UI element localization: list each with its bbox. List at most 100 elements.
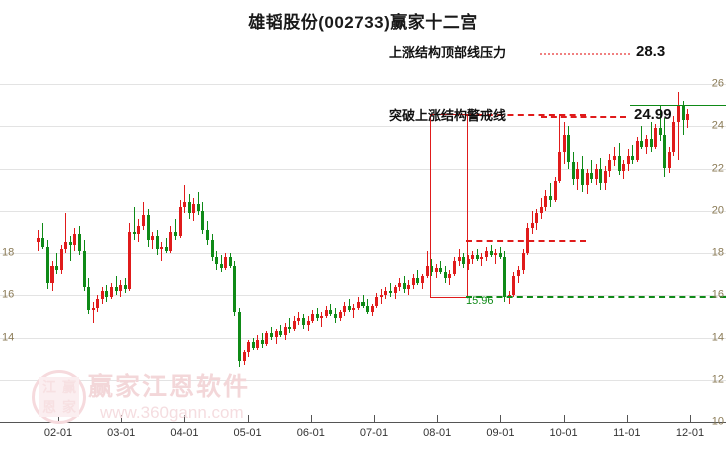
- x-axis-label: 05-01: [233, 427, 262, 439]
- candle-body: [471, 255, 475, 260]
- support-line: [466, 296, 726, 299]
- candle-body: [512, 276, 516, 296]
- candle-body: [613, 155, 617, 161]
- candle-body: [594, 168, 598, 180]
- gridline: [0, 337, 726, 339]
- candle-body: [141, 214, 145, 226]
- candle-body: [187, 202, 191, 213]
- candle-wick: [197, 191, 199, 215]
- candle-body: [599, 168, 603, 184]
- candle-body: [407, 284, 411, 289]
- candle-wick: [161, 242, 163, 262]
- candle-body: [494, 253, 498, 256]
- candle-body: [576, 168, 580, 180]
- x-axis-tick: [437, 415, 439, 423]
- candle-wick: [550, 183, 551, 207]
- candle-body: [87, 286, 91, 311]
- candle-body: [457, 257, 461, 262]
- top-pressure-label: 上涨结构顶部线压力: [389, 45, 507, 60]
- candle-body: [247, 341, 251, 353]
- x-axis-label: 12-01: [675, 427, 705, 439]
- candle-body: [402, 282, 406, 289]
- candle-body: [640, 141, 644, 148]
- candle-body: [109, 286, 113, 298]
- candle-body: [306, 320, 310, 325]
- gridline: [0, 126, 726, 128]
- candle-body: [164, 246, 168, 251]
- candle-body: [585, 172, 589, 186]
- y-axis-label: 26: [711, 77, 724, 90]
- plot-area: [0, 62, 726, 423]
- candle-body: [251, 341, 255, 349]
- candle-body: [370, 305, 374, 313]
- candle-body: [270, 333, 274, 338]
- structure-box: [430, 113, 468, 299]
- candle-wick: [133, 206, 135, 241]
- candle-wick: [678, 92, 680, 161]
- candle-body: [114, 286, 118, 292]
- candle-body: [645, 138, 649, 148]
- candle-body: [183, 202, 187, 207]
- candle-body: [590, 172, 594, 180]
- candle-body: [151, 236, 155, 241]
- candle-body: [315, 314, 319, 319]
- candle-body: [388, 291, 392, 294]
- x-axis-tick: [500, 415, 502, 423]
- y-axis-label: 22: [711, 162, 724, 174]
- candle-wick: [458, 248, 460, 266]
- candle-body: [631, 155, 635, 161]
- candle-body: [361, 301, 365, 306]
- candle-body: [55, 265, 59, 270]
- candle-body: [279, 331, 283, 336]
- candle-body: [146, 214, 150, 241]
- candle-body: [439, 267, 443, 272]
- candle-wick: [591, 160, 593, 184]
- candle-wick: [220, 255, 222, 272]
- candle-body: [260, 339, 264, 344]
- candle-wick: [440, 261, 442, 275]
- candle-body: [516, 269, 520, 277]
- candle-body: [196, 204, 200, 211]
- candle-wick: [56, 253, 58, 275]
- candle-wick: [426, 250, 428, 279]
- x-axis-tick: [374, 415, 375, 423]
- candle-body: [366, 305, 370, 313]
- watermark-seal-char: 家: [59, 397, 79, 417]
- candle-wick: [476, 248, 478, 262]
- candle-body: [558, 151, 562, 182]
- candle-body: [100, 291, 104, 300]
- x-axis-label: 10-01: [549, 427, 578, 439]
- candle-body: [41, 238, 45, 247]
- candle-body: [635, 141, 639, 161]
- candle-wick: [389, 282, 391, 298]
- candle-body: [443, 272, 447, 279]
- candle-body: [539, 206, 543, 213]
- y-axis-label: 12: [711, 373, 724, 386]
- candle-body: [562, 134, 566, 152]
- candle-body: [119, 284, 123, 292]
- candle-wick: [481, 253, 483, 266]
- gridline: [0, 379, 726, 381]
- candle-wick: [531, 210, 533, 234]
- candle-wick: [659, 105, 661, 142]
- candle-body: [379, 295, 383, 298]
- y-axis-label-left: 14: [2, 331, 15, 343]
- x-axis-tick: [626, 415, 628, 423]
- candle-wick: [632, 145, 634, 165]
- candle-wick: [152, 231, 154, 249]
- candle-body: [462, 257, 466, 264]
- watermark-url: www.360gann.com: [100, 403, 244, 422]
- candle-body: [128, 231, 132, 289]
- candle-body: [302, 318, 306, 325]
- candle-wick: [499, 246, 501, 260]
- candle-body: [347, 305, 351, 311]
- candle-body: [178, 206, 182, 237]
- x-axis-label: 11-01: [613, 427, 641, 439]
- y-axis-label: 24: [711, 119, 724, 132]
- candle-wick: [69, 236, 71, 262]
- candle-body: [224, 257, 228, 268]
- candle-body: [173, 231, 177, 237]
- candle-wick: [42, 223, 44, 249]
- candle-body: [448, 274, 452, 279]
